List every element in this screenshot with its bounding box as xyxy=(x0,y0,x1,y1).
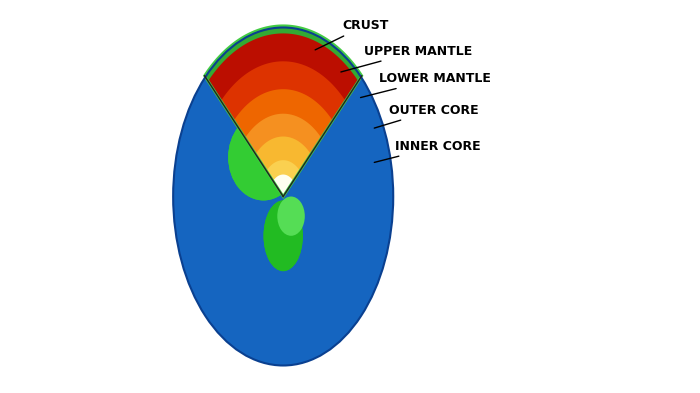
PathPatch shape xyxy=(256,136,311,196)
Text: LOWER MANTLE: LOWER MANTLE xyxy=(360,72,491,97)
PathPatch shape xyxy=(267,160,300,196)
Text: OUTER CORE: OUTER CORE xyxy=(374,103,479,128)
Ellipse shape xyxy=(263,200,303,271)
Text: UPPER MANTLE: UPPER MANTLE xyxy=(341,44,472,72)
Ellipse shape xyxy=(244,114,267,130)
Text: INNER CORE: INNER CORE xyxy=(374,140,481,162)
Ellipse shape xyxy=(277,196,304,236)
Ellipse shape xyxy=(228,114,299,200)
Ellipse shape xyxy=(228,114,299,200)
Ellipse shape xyxy=(173,28,393,365)
Text: CRUST: CRUST xyxy=(315,19,388,50)
PathPatch shape xyxy=(208,33,358,196)
Ellipse shape xyxy=(173,28,393,365)
Ellipse shape xyxy=(256,112,287,140)
PathPatch shape xyxy=(273,174,293,196)
PathPatch shape xyxy=(234,89,332,196)
PathPatch shape xyxy=(245,114,321,196)
Ellipse shape xyxy=(263,200,303,271)
PathPatch shape xyxy=(221,61,345,196)
PathPatch shape xyxy=(204,26,362,196)
